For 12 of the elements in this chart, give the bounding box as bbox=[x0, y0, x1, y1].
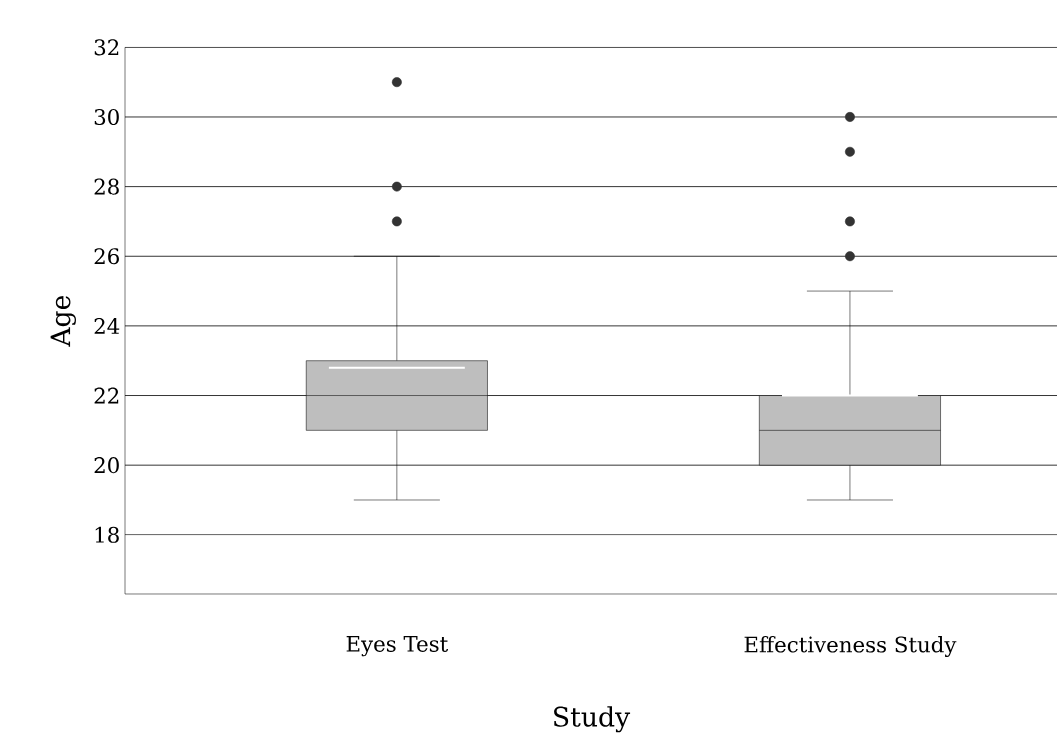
y-tick-label: 24 bbox=[94, 317, 120, 334]
y-axis-title: Age bbox=[50, 295, 76, 347]
x-tick-label: Effectiveness Study bbox=[744, 635, 957, 657]
y-tick-label: 22 bbox=[94, 387, 119, 404]
y-tick-label: 28 bbox=[94, 178, 119, 195]
y-tick-label: 26 bbox=[94, 248, 119, 265]
y-tick-label: 30 bbox=[94, 108, 119, 125]
y-tick-label: 32 bbox=[94, 39, 119, 56]
x-tick-label: Eyes Test bbox=[346, 635, 449, 657]
y-tick-label: 18 bbox=[95, 526, 119, 543]
x-axis-title: Study bbox=[554, 705, 631, 733]
y-tick-label: 20 bbox=[94, 456, 119, 474]
